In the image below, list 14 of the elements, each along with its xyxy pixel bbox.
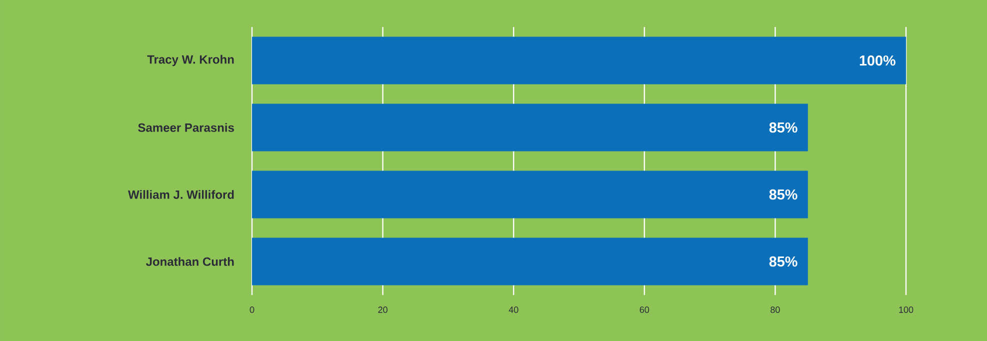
x-tick-label: 20 <box>378 306 388 313</box>
data-label: 85% <box>769 256 798 267</box>
data-label: 100% <box>860 55 896 66</box>
y-tick-label: Tracy W. Krohn <box>147 54 234 66</box>
y-tick-label: Sameer Parasnis <box>138 123 234 132</box>
x-tick-label: 60 <box>640 306 650 313</box>
y-tick-label: William J. Williford <box>128 190 234 199</box>
data-label: 85% <box>769 189 798 200</box>
data-label: 85% <box>769 122 798 133</box>
x-tick-label: 80 <box>770 306 780 313</box>
x-tick-label: 0 <box>250 306 254 313</box>
x-tick-label: 100 <box>899 306 914 313</box>
x-tick-label: 40 <box>508 306 518 313</box>
y-tick-label: Jonathan Curth <box>146 257 234 266</box>
